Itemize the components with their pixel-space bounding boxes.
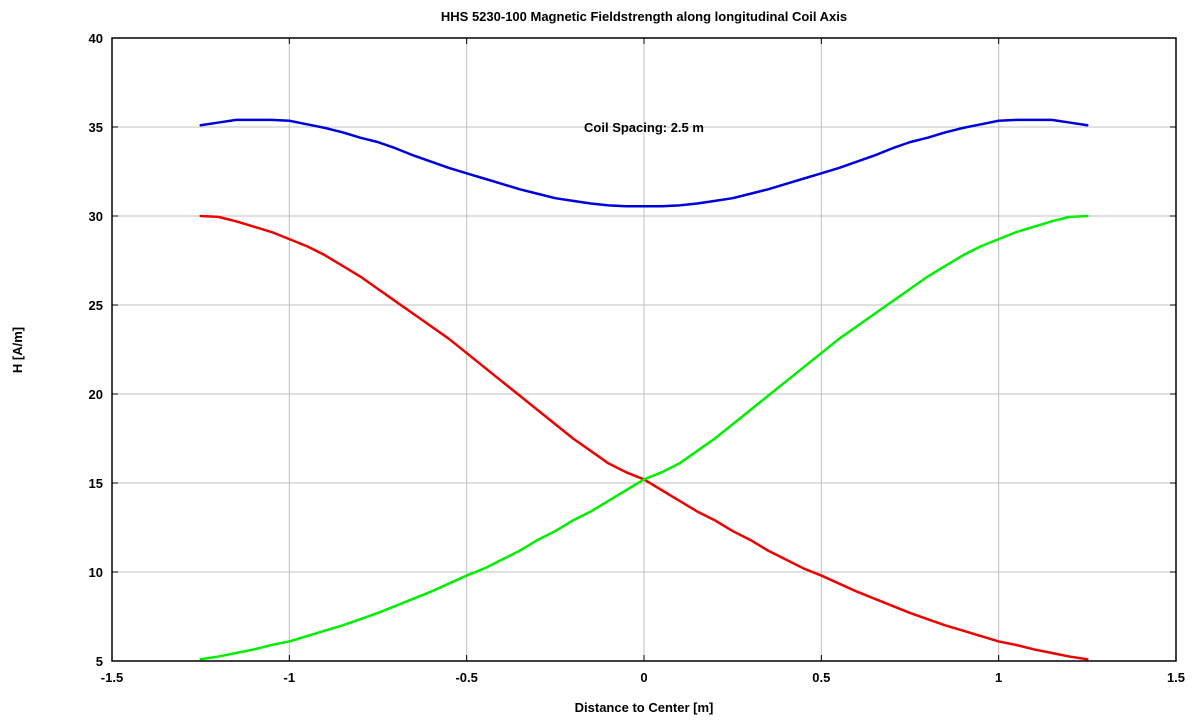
y-axis-label: H [A/m] [10,327,25,373]
chart-title: HHS 5230-100 Magnetic Fieldstrength alon… [441,9,847,24]
y-tick-label: 5 [96,654,103,669]
coil-spacing-annotation: Coil Spacing: 2.5 m [584,120,704,135]
y-tick-label: 30 [89,209,103,224]
series-line-1 [199,118,1089,208]
y-tick-label: 35 [89,120,103,135]
x-tick-label: 0 [640,670,647,685]
ticks: -1.5 -1 -0.5 0 0.5 1 1.5 5 10 15 20 25 30 35 40 [89,31,1186,685]
x-tick-label: 1 [995,670,1002,685]
x-tick-label: -1.5 [101,670,123,685]
series-group [199,118,1089,661]
series-line-3 [199,214,1089,661]
x-tick-label: -0.5 [455,670,477,685]
x-tick-label: 1.5 [1167,670,1185,685]
x-axis-label: Distance to Center [m] [575,700,714,715]
y-tick-label: 15 [89,476,103,491]
y-tick-label: 25 [89,298,103,313]
y-tick-label: 10 [89,565,103,580]
grid [112,38,1176,661]
y-tick-label: 20 [89,387,103,402]
x-tick-label: -1 [284,670,296,685]
y-tick-label: 40 [89,31,103,46]
x-tick-label: 0.5 [812,670,830,685]
